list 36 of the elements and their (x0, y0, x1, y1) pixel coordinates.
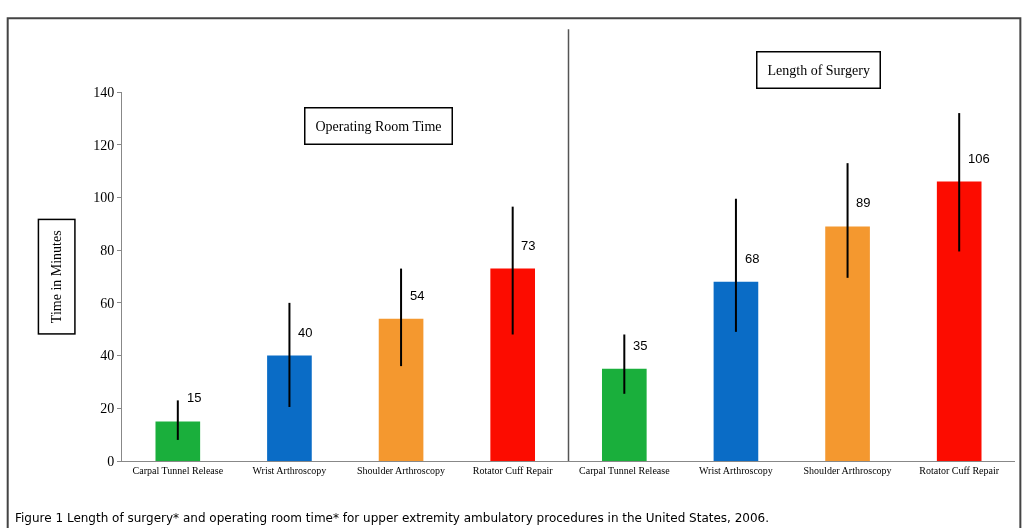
bar (936, 181, 982, 461)
bar (825, 226, 870, 461)
data-label: 73 (521, 238, 536, 253)
data-label: 15 (187, 390, 202, 405)
bar (713, 281, 759, 461)
x-tick-label: Rotator Cuff Repair (472, 465, 554, 476)
y-tick-label: 80 (100, 243, 115, 259)
y-tick-label: 100 (93, 190, 115, 206)
y-axis-title: Time in Minutes (49, 230, 65, 324)
y-tick-label: 40 (100, 348, 115, 364)
x-tick-label: Wrist Arthroscopy (699, 465, 773, 476)
annotation: Operating Room Time (315, 118, 442, 134)
y-tick-label: 20 (100, 401, 115, 417)
bar (601, 368, 647, 461)
bar (155, 421, 201, 461)
data-label: 54 (410, 288, 425, 303)
y-tick-label: 120 (93, 137, 115, 153)
bar (378, 318, 424, 461)
data-label: 106 (968, 151, 990, 166)
y-tick-label: 140 (93, 84, 115, 100)
bar (490, 268, 536, 461)
text: Length of Surgery (767, 62, 870, 78)
x-tick-label: Wrist Arthroscopy (252, 465, 327, 476)
x-tick-label: Shoulder Arthroscopy (803, 465, 892, 476)
x-tick-label: Rotator Cuff Repair (919, 465, 1000, 476)
x-tick-label: Carpal Tunnel Release (132, 465, 224, 476)
x-tick-label: Carpal Tunnel Release (579, 465, 671, 476)
data-label: 89 (856, 195, 871, 210)
data-label: 40 (298, 325, 313, 340)
bar (267, 355, 312, 461)
data-label: 68 (745, 251, 760, 266)
x-tick-label: Shoulder Arthroscopy (357, 465, 446, 476)
y-tick-label: 60 (100, 295, 115, 311)
data-label: 35 (633, 338, 648, 353)
y-tick-label: 0 (107, 453, 115, 469)
caption: Figure 1 Length of surgery* and operating room time* for upper extremity ambulatory procedures in the United States, 2006. (15, 511, 770, 525)
